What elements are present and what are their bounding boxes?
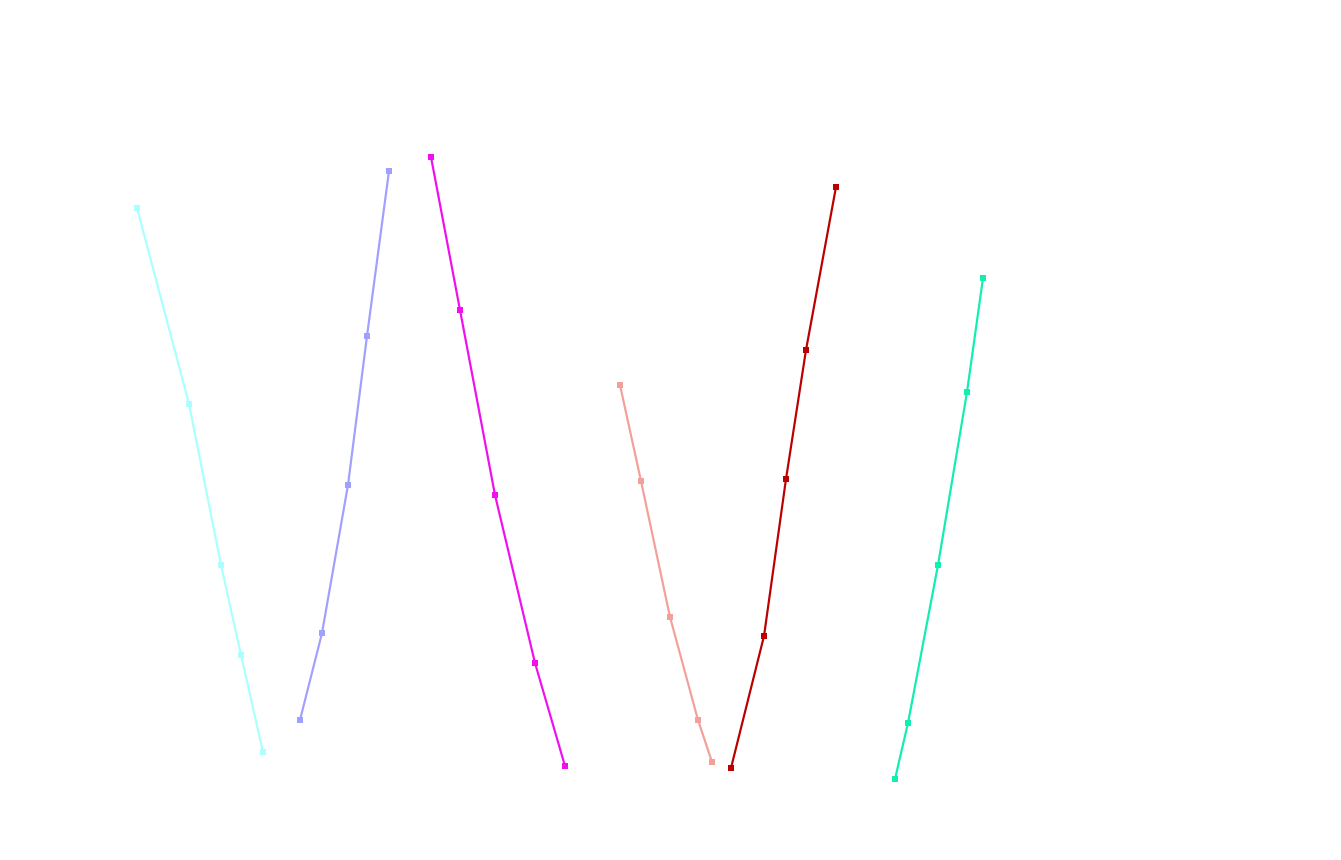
series-6-point-2 bbox=[905, 720, 911, 726]
series-1-point-2 bbox=[186, 401, 192, 407]
series-6-point-1 bbox=[892, 776, 898, 782]
series-6-point-5 bbox=[980, 275, 986, 281]
series-4-line bbox=[618, 384, 714, 763]
series-1-line bbox=[135, 207, 265, 753]
series-1-point-3 bbox=[218, 562, 224, 568]
series-2-point-2 bbox=[319, 630, 325, 636]
series-4-point-5 bbox=[709, 759, 715, 765]
series-4-point-4 bbox=[695, 717, 701, 723]
series-6-point-3 bbox=[935, 562, 941, 568]
series-5-point-3 bbox=[783, 476, 789, 482]
series-1-point-1 bbox=[134, 205, 140, 211]
series-6 bbox=[892, 275, 986, 782]
series-1 bbox=[134, 205, 266, 755]
series-5-point-1 bbox=[728, 765, 734, 771]
series-2 bbox=[297, 168, 392, 723]
series-5-point-4 bbox=[803, 347, 809, 353]
series-1-point-5 bbox=[260, 749, 266, 755]
series-3 bbox=[428, 154, 568, 769]
series-2-point-5 bbox=[386, 168, 392, 174]
series-5-point-2 bbox=[761, 633, 767, 639]
series-5 bbox=[728, 184, 839, 771]
series-3-line bbox=[429, 156, 567, 767]
series-3-point-2 bbox=[457, 307, 463, 313]
series-6-point-4 bbox=[964, 389, 970, 395]
series-2-point-4 bbox=[364, 333, 370, 339]
series-1-point-4 bbox=[238, 652, 244, 658]
series-4 bbox=[617, 382, 715, 765]
series-6-line bbox=[893, 277, 985, 780]
series-3-point-1 bbox=[428, 154, 434, 160]
series-3-point-4 bbox=[532, 660, 538, 666]
series-5-point-5 bbox=[833, 184, 839, 190]
series-4-point-1 bbox=[617, 382, 623, 388]
series-3-point-5 bbox=[562, 763, 568, 769]
series-2-point-1 bbox=[297, 717, 303, 723]
series-3-point-3 bbox=[492, 492, 498, 498]
series-2-line bbox=[298, 170, 391, 721]
series-layer bbox=[134, 154, 986, 782]
series-2-point-3 bbox=[345, 482, 351, 488]
series-4-point-2 bbox=[638, 478, 644, 484]
series-4-point-3 bbox=[667, 614, 673, 620]
